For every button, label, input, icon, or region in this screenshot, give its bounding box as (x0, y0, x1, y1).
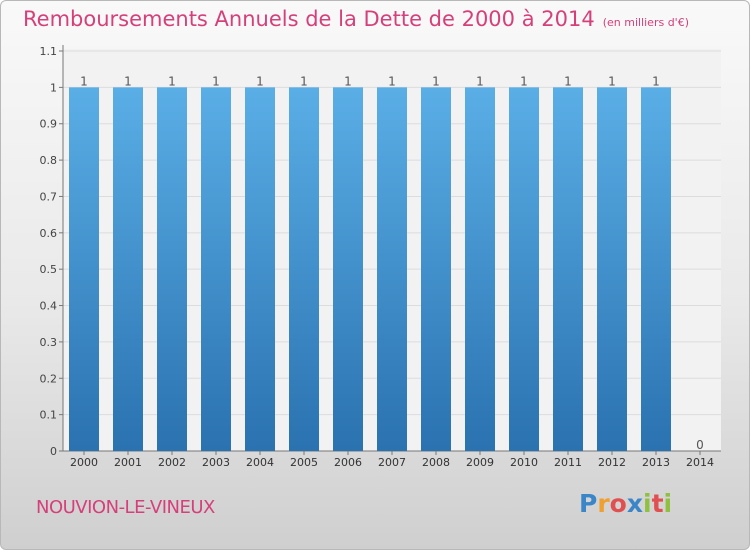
x-tick-label: 2011 (554, 456, 582, 469)
x-tick-label: 2009 (466, 456, 494, 469)
data-label: 1 (124, 74, 132, 88)
logo-letter: i (643, 489, 652, 518)
logo-letter: o (609, 489, 627, 518)
bar (333, 87, 363, 451)
data-label: 1 (80, 74, 88, 88)
y-tick-label: 0.2 (40, 372, 58, 385)
x-tick-label: 2014 (686, 456, 714, 469)
data-label: 1 (476, 74, 484, 88)
chart-title-text: Remboursements Annuels de la Dette de 20… (23, 7, 595, 31)
data-label: 1 (652, 74, 660, 88)
bar (597, 87, 627, 451)
x-tick-label: 2007 (378, 456, 406, 469)
data-label: 1 (168, 74, 176, 88)
x-tick-label: 2005 (290, 456, 318, 469)
data-label: 1 (212, 74, 220, 88)
x-tick-label: 2006 (334, 456, 362, 469)
y-tick-label: 0.6 (40, 227, 58, 240)
data-label: 0 (696, 438, 704, 452)
bar (465, 87, 495, 451)
bar (641, 87, 671, 451)
bar (421, 87, 451, 451)
chart-title: Remboursements Annuels de la Dette de 20… (23, 7, 689, 31)
bar (553, 87, 583, 451)
y-tick-label: 1.1 (40, 45, 58, 58)
unit-note: (en milliers d'€) (602, 16, 689, 29)
logo-letter: r (597, 489, 610, 518)
data-label: 1 (388, 74, 396, 88)
bar (377, 87, 407, 451)
y-tick-label: 1 (50, 81, 57, 94)
x-tick-label: 2004 (246, 456, 274, 469)
bar (509, 87, 539, 451)
y-tick-label: 0.5 (40, 263, 58, 276)
x-tick-label: 2001 (114, 456, 142, 469)
logo-letter: x (626, 489, 643, 518)
y-tick-label: 0.9 (40, 118, 58, 131)
bar (201, 87, 231, 451)
commune-name: NOUVION-LE-VINEUX (36, 497, 215, 518)
x-tick-label: 2003 (202, 456, 230, 469)
logo-letter: t (651, 489, 664, 518)
x-tick-label: 2008 (422, 456, 450, 469)
data-label: 1 (608, 74, 616, 88)
data-label: 1 (520, 74, 528, 88)
y-tick-label: 0.1 (40, 409, 58, 422)
logo-letter: i (663, 489, 673, 518)
bar (245, 87, 275, 451)
data-label: 1 (300, 74, 308, 88)
y-tick-label: 0.8 (40, 154, 58, 167)
data-label: 1 (256, 74, 264, 88)
data-label: 1 (564, 74, 572, 88)
logo-letter: P (579, 489, 598, 518)
data-label: 1 (344, 74, 352, 88)
x-tick-label: 2013 (642, 456, 670, 469)
data-label: 1 (432, 74, 440, 88)
x-tick-label: 2012 (598, 456, 626, 469)
bar (289, 87, 319, 451)
x-tick-label: 2000 (70, 456, 98, 469)
y-tick-label: 0 (50, 445, 57, 458)
x-tick-label: 2002 (158, 456, 186, 469)
x-tick-label: 2010 (510, 456, 538, 469)
bar (113, 87, 143, 451)
proxiti-logo: Proxiti (579, 489, 672, 518)
y-tick-label: 0.7 (40, 190, 58, 203)
bar (69, 87, 99, 451)
bar (157, 87, 187, 451)
y-tick-label: 0.3 (40, 336, 58, 349)
y-tick-label: 0.4 (40, 300, 58, 313)
